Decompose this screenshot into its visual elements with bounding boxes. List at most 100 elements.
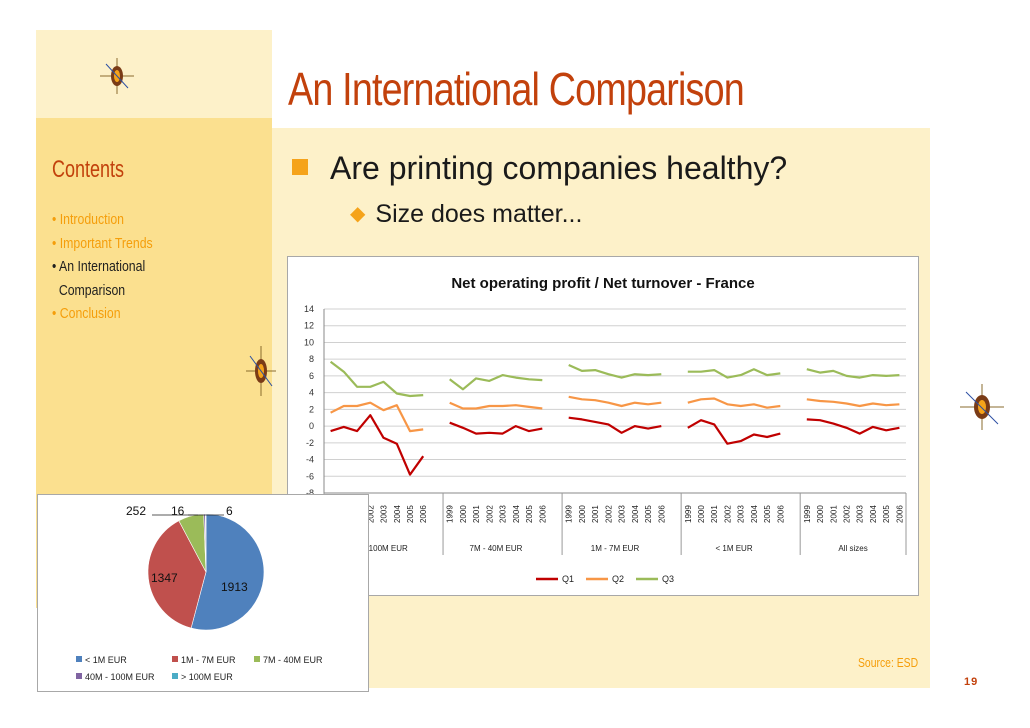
series-line-q1 [806, 418, 900, 435]
legend-swatch [76, 656, 82, 662]
x-tick-label: 2002 [842, 505, 851, 523]
x-tick-label: 2005 [882, 505, 891, 523]
x-tick-label: 2006 [776, 505, 785, 523]
x-tick-label: 2003 [380, 505, 389, 523]
x-tick-label: 2005 [525, 505, 534, 523]
x-tick-label: 2002 [366, 505, 375, 523]
x-tick-label: 2005 [763, 505, 772, 523]
legend-label: 7M - 40M EUR [263, 655, 323, 665]
series-line-q2 [330, 401, 424, 433]
pie-slice [205, 513, 207, 573]
x-tick-label: 2002 [604, 505, 613, 523]
pie-data-label: 16 [171, 504, 185, 518]
y-tick-label: -2 [306, 438, 314, 448]
y-tick-label: -6 [306, 471, 314, 481]
x-tick-label: 2006 [419, 505, 428, 523]
legend-swatch [76, 673, 82, 679]
x-tick-label: 2004 [750, 505, 759, 523]
y-tick-label: 2 [309, 404, 314, 414]
series-line-q3 [449, 373, 543, 391]
x-tick-label: 1999 [803, 505, 812, 523]
group-label: All sizes [838, 544, 867, 553]
y-tick-label: 8 [309, 354, 314, 364]
y-tick-label: -4 [306, 455, 314, 465]
pie-data-label: 1913 [221, 580, 248, 594]
x-tick-label: 2006 [538, 505, 547, 523]
x-tick-label: 2002 [485, 505, 494, 523]
x-tick-label: 2004 [869, 505, 878, 523]
x-tick-label: 2003 [856, 505, 865, 523]
pie-data-label: 6 [226, 504, 233, 518]
y-tick-label: 14 [304, 304, 314, 314]
legend-label: 1M - 7M EUR [181, 655, 236, 665]
y-tick-label: 4 [309, 388, 314, 398]
x-tick-label: 2000 [459, 505, 468, 523]
main-bullet-text: Are printing companies healthy? [330, 150, 788, 186]
sidebar-item-introduction[interactable]: • Introduction [52, 211, 125, 228]
group-label: < 1M EUR [715, 544, 752, 553]
pie-data-label: 252 [126, 504, 146, 518]
x-tick-label: 2001 [710, 505, 719, 523]
main-bullet: Are printing companies healthy? [292, 150, 787, 187]
pie-chart-panel: 1913 1347 252 16 6 < 1M EUR 1M - 7M EUR 7M - 40… [37, 494, 369, 692]
pie-data-label: 1347 [151, 571, 178, 585]
series-line-q3 [687, 368, 781, 379]
sub-bullet-text: Size does matter... [375, 200, 583, 228]
x-tick-label: 2000 [578, 505, 587, 523]
x-tick-label: 2003 [618, 505, 627, 523]
legend-label: Q3 [662, 574, 674, 584]
sidebar-item-conclusion[interactable]: • Conclusion [52, 305, 121, 322]
sub-bullet: ◆ Size does matter... [350, 200, 582, 229]
square-bullet-icon [292, 158, 308, 175]
pie-chart: 1913 1347 252 16 6 < 1M EUR 1M - 7M EUR 7M - 40… [76, 504, 323, 682]
page-number: 19 [964, 676, 979, 688]
diamond-bullet-icon: ◆ [350, 203, 366, 225]
x-tick-label: 2003 [499, 505, 508, 523]
x-tick-label: 2004 [631, 505, 640, 523]
y-tick-label: 12 [304, 321, 314, 331]
line-chart: Net operating profit / Net turnover - Fr… [304, 275, 907, 584]
slide-title: An International Comparison [288, 63, 745, 115]
series-line-q2 [687, 397, 781, 409]
legend-swatch [172, 673, 178, 679]
compass-ornament-icon [246, 346, 276, 396]
x-tick-label: 2004 [512, 505, 521, 523]
series-line-q1 [687, 419, 781, 445]
series-line-q3 [806, 368, 900, 379]
sidebar-item-international-comparison[interactable]: • An International [52, 258, 146, 275]
series-line-q2 [806, 398, 900, 408]
sidebar-item-important-trends[interactable]: • Important Trends [52, 234, 153, 252]
series-line-q1 [568, 416, 662, 434]
x-tick-label: 2006 [657, 505, 666, 523]
x-tick-label: 2002 [723, 505, 732, 523]
legend-label: Q2 [612, 574, 624, 584]
series-line-q3 [329, 360, 424, 398]
x-tick-label: 2006 [895, 505, 904, 523]
line-chart-panel: Net operating profit / Net turnover - Fr… [287, 256, 919, 596]
legend-swatch [172, 656, 178, 662]
x-tick-label: 2001 [829, 505, 838, 523]
y-tick-label: -8 [306, 488, 314, 498]
group-label: 40M - 100M EUR [346, 544, 408, 553]
x-tick-label: 2001 [472, 505, 481, 523]
series-line-q1 [330, 414, 425, 476]
sidebar-item-international-comparison-cont[interactable]: Comparison [52, 281, 126, 299]
pie-slice [190, 513, 265, 631]
sidebar-nav: • Introduction • Important Trends • An I… [52, 208, 153, 326]
group-label: 1M - 7M EUR [591, 544, 640, 553]
chart-title: Net operating profit / Net turnover - Fr… [451, 275, 754, 292]
series-line-q2 [568, 395, 662, 408]
x-tick-label: 2003 [737, 505, 746, 523]
sidebar-heading: Contents [52, 156, 125, 183]
legend-label: > 100M EUR [181, 672, 233, 682]
x-tick-label: 1999 [565, 505, 574, 523]
group-label: 7M - 40M EUR [470, 544, 523, 553]
legend-label: Q1 [562, 574, 574, 584]
source-note: Source: ESD [858, 655, 919, 670]
x-tick-label: 2000 [697, 505, 706, 523]
x-tick-label: 2005 [644, 505, 653, 523]
x-tick-label: 2000 [816, 505, 825, 523]
x-tick-label: 2005 [406, 505, 415, 523]
y-tick-label: 0 [309, 421, 314, 431]
y-tick-label: 10 [304, 337, 314, 347]
